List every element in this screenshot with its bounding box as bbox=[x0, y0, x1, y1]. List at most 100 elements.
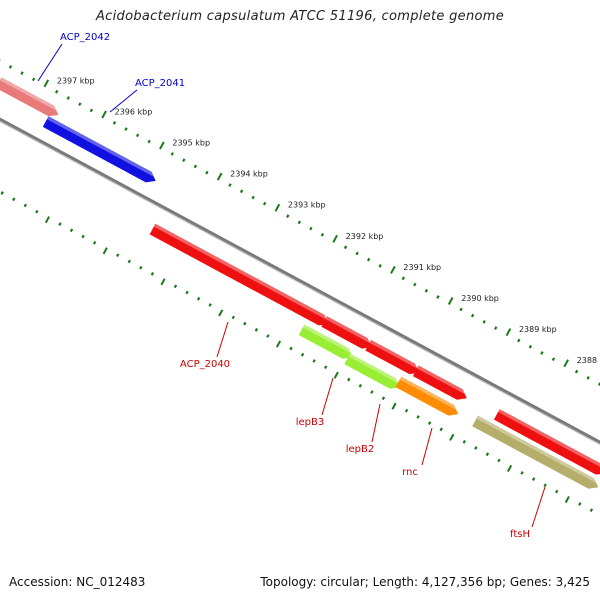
minor-tick bbox=[404, 408, 409, 413]
minor-tick bbox=[551, 357, 556, 362]
gene-label-rnc[interactable]: rnc bbox=[402, 467, 418, 478]
gene-label-lepb2[interactable]: lepB2 bbox=[346, 444, 375, 455]
gene-lepb3[interactable] bbox=[298, 324, 353, 359]
gene-label-acp-2042[interactable]: ACP_2042 bbox=[60, 32, 110, 43]
minor-tick bbox=[474, 446, 478, 450]
minor-tick bbox=[185, 290, 189, 295]
minor-tick bbox=[112, 121, 117, 125]
minor-tick bbox=[312, 359, 316, 363]
gene-unlabeled-3[interactable] bbox=[412, 365, 467, 400]
minor-tick bbox=[147, 139, 151, 144]
gene-unlabeled-1[interactable] bbox=[321, 316, 372, 349]
gene-ftsh[interactable] bbox=[472, 415, 599, 489]
minor-tick bbox=[231, 315, 235, 320]
minor-tick bbox=[23, 203, 27, 208]
leader-line bbox=[421, 427, 433, 466]
minor-tick bbox=[89, 108, 94, 113]
major-tick bbox=[160, 278, 166, 286]
minor-tick bbox=[309, 226, 313, 231]
major-tick bbox=[332, 234, 338, 243]
gene-unlabeled-4[interactable] bbox=[493, 409, 600, 475]
tick-label: 2389 kbp bbox=[519, 325, 557, 334]
backbone-line bbox=[0, 117, 600, 445]
major-tick bbox=[447, 297, 454, 306]
minor-tick bbox=[370, 390, 374, 394]
minor-tick bbox=[540, 351, 544, 355]
gene-label-acp-2040[interactable]: ACP_2040 bbox=[180, 359, 230, 370]
minor-tick bbox=[517, 338, 521, 343]
gene-acp-2042[interactable] bbox=[0, 77, 59, 117]
tick-label: 2392 kbp bbox=[346, 232, 384, 241]
minor-tick bbox=[528, 344, 533, 349]
minor-tick bbox=[520, 471, 524, 475]
minor-tick bbox=[323, 365, 328, 370]
minor-tick bbox=[289, 346, 293, 351]
tick-layer: 2397 kbp 2396 kbp 2395 kbp 2394 kbp 2393 kbp… bbox=[0, 59, 600, 513]
major-tick bbox=[102, 247, 108, 255]
gene-layer bbox=[0, 77, 600, 489]
minor-tick bbox=[589, 508, 594, 513]
major-tick bbox=[333, 371, 339, 379]
minor-tick bbox=[320, 232, 325, 237]
minor-tick bbox=[459, 307, 463, 312]
minor-tick bbox=[208, 303, 212, 307]
minor-tick bbox=[297, 220, 301, 225]
minor-tick bbox=[254, 328, 259, 332]
accession-text: Accession: NC_012483 bbox=[9, 575, 146, 589]
minor-tick bbox=[251, 195, 255, 200]
minor-tick bbox=[20, 71, 24, 75]
major-tick bbox=[101, 110, 107, 119]
gene-rnc[interactable] bbox=[395, 376, 459, 416]
gene-acp-2040[interactable] bbox=[149, 223, 329, 326]
minor-tick bbox=[574, 369, 579, 374]
minor-tick bbox=[427, 421, 432, 425]
major-tick bbox=[216, 172, 223, 181]
minor-tick bbox=[416, 415, 420, 419]
minor-tick bbox=[494, 326, 498, 330]
minor-tick bbox=[31, 77, 36, 82]
minor-tick bbox=[150, 272, 155, 276]
minor-tick bbox=[531, 477, 536, 481]
gene-label-ftsh[interactable]: ftsH bbox=[510, 529, 530, 540]
major-tick bbox=[274, 203, 281, 212]
gene-label-lepb3[interactable]: lepB3 bbox=[296, 417, 325, 428]
tick-label: 2391 kbp bbox=[403, 263, 441, 272]
tick-label: 2390 kbp bbox=[461, 294, 499, 303]
minor-tick bbox=[343, 245, 348, 250]
minor-tick bbox=[55, 89, 59, 94]
minor-tick bbox=[436, 295, 440, 299]
leader-line bbox=[321, 377, 334, 416]
gene-acp-2041[interactable] bbox=[42, 116, 156, 183]
major-tick bbox=[507, 464, 513, 472]
minor-tick bbox=[485, 452, 490, 457]
minor-tick bbox=[366, 257, 371, 262]
minor-tick bbox=[135, 133, 140, 138]
minor-tick bbox=[578, 502, 582, 506]
gene-lepb2[interactable] bbox=[344, 353, 401, 389]
minor-tick bbox=[173, 284, 178, 289]
major-tick bbox=[564, 495, 570, 504]
minor-tick bbox=[543, 483, 547, 488]
minor-tick bbox=[381, 396, 386, 401]
minor-tick bbox=[401, 276, 405, 281]
minor-tick bbox=[78, 102, 82, 107]
minor-tick bbox=[116, 253, 120, 258]
tick-label: 2394 kbp bbox=[230, 170, 268, 179]
minor-tick bbox=[196, 296, 201, 301]
minor-tick bbox=[58, 222, 62, 226]
genome-title: Acidobacterium capsulatum ATCC 51196, co… bbox=[95, 9, 505, 24]
gene-unlabeled-2[interactable] bbox=[365, 339, 420, 375]
tick-label: 2388 kbp bbox=[577, 356, 600, 365]
minor-tick bbox=[139, 265, 143, 270]
backbone bbox=[0, 117, 600, 446]
leader-line bbox=[216, 321, 229, 358]
minor-tick bbox=[170, 152, 174, 156]
gene-label-acp-2041[interactable]: ACP_2041 bbox=[135, 78, 185, 89]
major-tick bbox=[505, 328, 512, 337]
minor-tick bbox=[439, 427, 443, 432]
topology-summary: Topology: circular; Length: 4,127,356 bp… bbox=[260, 575, 590, 589]
minor-tick bbox=[462, 439, 466, 444]
minor-tick bbox=[413, 282, 417, 287]
minor-tick bbox=[347, 377, 351, 382]
